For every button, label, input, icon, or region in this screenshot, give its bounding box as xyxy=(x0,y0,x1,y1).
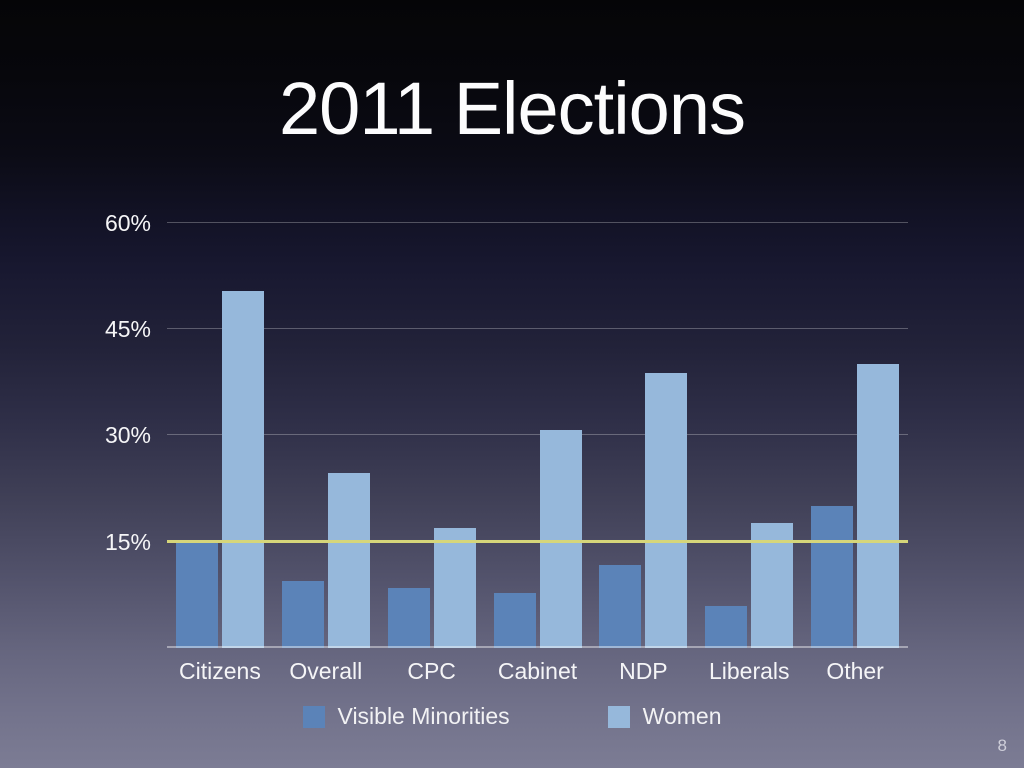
x-axis-label-cabinet: Cabinet xyxy=(497,658,578,684)
bar-cpc-women xyxy=(433,528,476,648)
bar-group-citizens xyxy=(167,197,273,648)
legend-item-women: Women xyxy=(607,703,722,730)
bar-group-cpc xyxy=(379,197,485,648)
y-tick-label-30: 30% xyxy=(104,422,151,449)
legend-label: Women xyxy=(642,703,722,729)
x-axis-label-citizens: Citizens xyxy=(179,658,261,684)
bar-ndp-visible-minorities xyxy=(599,565,642,648)
bar-cpc-visible-minorities xyxy=(387,588,430,648)
bar-groups xyxy=(167,197,908,648)
y-tick-label-60: 60% xyxy=(104,209,151,236)
slide-title: 2011 Elections xyxy=(279,67,746,150)
legend-item-visible-minorities: Visible Minorities xyxy=(302,703,510,730)
x-axis-label-liberals: Liberals xyxy=(708,658,790,684)
chart-legend: Visible Minorities Women xyxy=(0,703,1024,730)
bar-liberals-visible-minorities xyxy=(705,606,748,648)
legend-label: Visible Minorities xyxy=(337,703,510,729)
legend-swatch-icon xyxy=(607,705,630,728)
plot-area: 60% 45% 30% 15% xyxy=(105,197,908,648)
x-axis-label-ndp: NDP xyxy=(619,658,668,684)
y-tick-label-15: 15% xyxy=(104,528,151,555)
x-axis-labels: Citizens Overall CPC Cabinet NDP Liberals Othe… xyxy=(167,658,908,685)
gridline-30 xyxy=(167,434,908,436)
page-number: 8 xyxy=(997,736,1007,755)
bar-cabinet-women xyxy=(539,430,582,648)
x-axis-label-other: Other xyxy=(826,658,884,684)
bar-ndp-women xyxy=(645,373,688,648)
x-axis-line xyxy=(167,646,908,648)
x-axis-label-cpc: CPC xyxy=(407,658,456,684)
bar-citizens-visible-minorities xyxy=(175,542,218,648)
y-tick-label-45: 45% xyxy=(104,315,151,342)
x-axis-label-overall: Overall xyxy=(289,658,363,684)
legend-swatch-icon xyxy=(302,705,325,728)
bar-overall-visible-minorities xyxy=(281,581,324,648)
bar-overall-women xyxy=(327,473,370,648)
gridline-45 xyxy=(167,327,908,329)
bar-other-visible-minorities xyxy=(811,506,854,648)
reference-line-15pct xyxy=(167,539,908,543)
bar-group-liberals xyxy=(696,197,802,648)
gridline-60 xyxy=(167,221,908,223)
bar-cabinet-visible-minorities xyxy=(493,593,536,648)
bar-group-cabinet xyxy=(485,197,591,648)
bar-group-overall xyxy=(273,197,379,648)
bar-liberals-women xyxy=(751,523,794,648)
bar-group-ndp xyxy=(590,197,696,648)
bar-group-other xyxy=(802,197,908,648)
bar-other-women xyxy=(857,364,900,648)
bar-citizens-women xyxy=(221,291,264,648)
